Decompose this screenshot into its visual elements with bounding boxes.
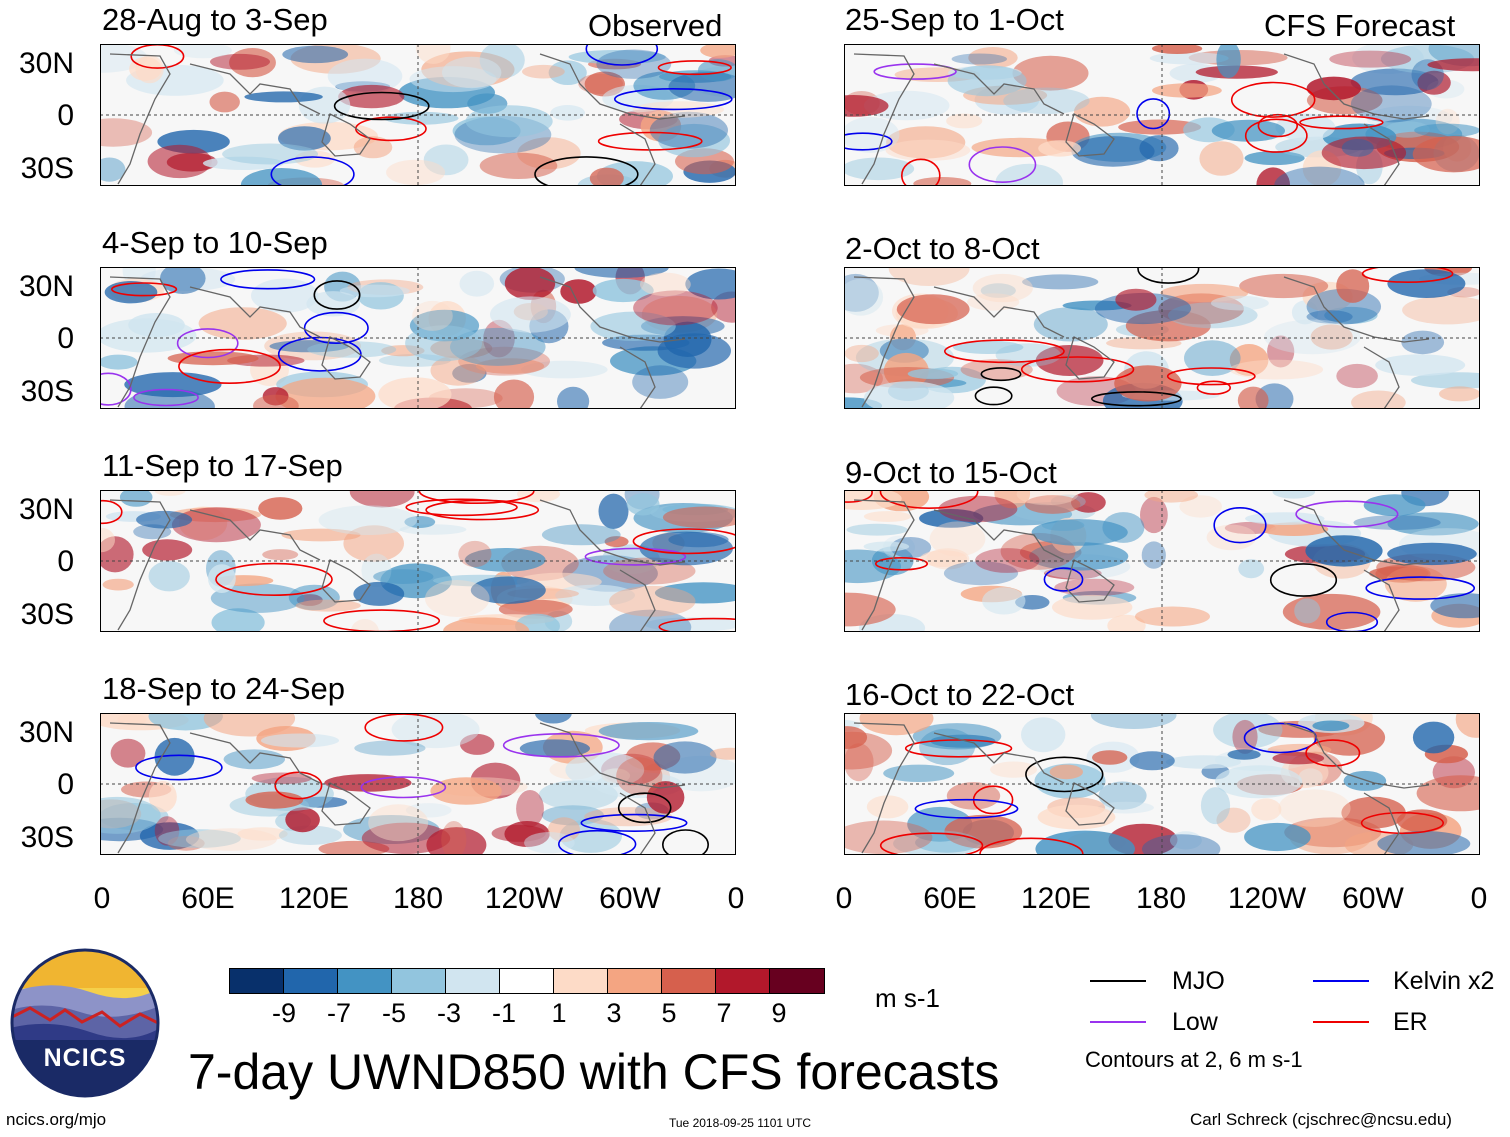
lat-30n-3: 30N: [18, 493, 74, 526]
colorbar-swatch: [446, 969, 500, 993]
colorbar-label: -1: [491, 998, 516, 1028]
panel-title-obs-2: 4-Sep to 10-Sep: [102, 225, 328, 260]
footer-url: ncics.org/mjo: [6, 1110, 107, 1129]
colorbar-swatch: [770, 969, 824, 993]
forecast-label: CFS Forecast: [1264, 8, 1456, 43]
lat-30s-2: 30S: [20, 375, 74, 408]
legend-low-line: [1090, 1021, 1146, 1023]
colorbar-swatch: [392, 969, 446, 993]
lon-right-60e: 60E: [923, 882, 977, 915]
legend-er-line: [1313, 1021, 1369, 1023]
legend-mjo-label: MJO: [1172, 967, 1225, 995]
map-obs-3: [100, 490, 736, 632]
legend-note: Contours at 2, 6 m s-1: [1085, 1047, 1303, 1072]
colorbar-swatch: [284, 969, 338, 993]
lon-left-0b: 0: [727, 882, 745, 915]
observed-label: Observed: [588, 8, 723, 43]
panel-title-fc-4: 16-Oct to 22-Oct: [845, 677, 1075, 712]
lon-left-120e: 120E: [278, 882, 350, 915]
panel-title-obs-1: 28-Aug to 3-Sep: [102, 2, 328, 37]
colorbar-swatch: [716, 969, 770, 993]
legend-low-label: Low: [1172, 1008, 1218, 1036]
legend-kelvin-line: [1313, 980, 1369, 982]
main-title: 7-day UWND850 with CFS forecasts: [188, 1044, 1000, 1100]
footer-credit: Carl Schreck (cjschrec@ncsu.edu): [1190, 1110, 1452, 1129]
lon-right-180: 180: [1135, 882, 1187, 915]
colorbar-label: -7: [326, 998, 351, 1028]
lat-0-1: 0: [57, 99, 74, 132]
lat-30s-1: 30S: [20, 152, 74, 185]
map-fc-3: [844, 490, 1480, 632]
lon-left-120w: 120W: [484, 882, 564, 915]
colorbar-label: 3: [606, 998, 622, 1028]
lat-30s-3: 30S: [20, 598, 74, 631]
colorbar-label: 9: [771, 998, 787, 1028]
colorbar-units: m s-1: [875, 983, 940, 1013]
colorbar-label: 1: [551, 998, 567, 1028]
map-obs-4: [100, 713, 736, 855]
colorbar-label: -5: [381, 998, 406, 1028]
map-obs-1: [100, 44, 736, 186]
colorbar-label: -3: [436, 998, 461, 1028]
map-fc-2: [844, 267, 1480, 409]
legend-kelvin-label: Kelvin x2: [1393, 967, 1495, 995]
colorbar-swatch: [554, 969, 608, 993]
lon-right-60w: 60W: [1342, 882, 1404, 915]
panel-title-obs-4: 18-Sep to 24-Sep: [102, 671, 346, 706]
ncics-logo: NCICS: [10, 948, 160, 1098]
panel-title-obs-3: 11-Sep to 17-Sep: [102, 448, 343, 483]
colorbar-label: 7: [716, 998, 732, 1028]
lat-0-3: 0: [57, 545, 74, 578]
map-fc-4: [844, 713, 1480, 855]
lat-30n-2: 30N: [18, 270, 74, 303]
lon-left-0: 0: [93, 882, 111, 915]
colorbar-swatch: [500, 969, 554, 993]
footer-timestamp: Tue 2018-09-25 1101 UTC: [669, 1116, 812, 1130]
colorbar: [229, 968, 825, 994]
lat-30s-4: 30S: [20, 821, 74, 854]
lat-0-4: 0: [57, 768, 74, 801]
logo-text: NCICS: [43, 1044, 127, 1072]
lat-0-2: 0: [57, 322, 74, 355]
colorbar-label: -9: [271, 998, 296, 1028]
colorbar-label: 5: [661, 998, 677, 1028]
colorbar-swatch: [230, 969, 284, 993]
lat-30n-1: 30N: [18, 47, 74, 80]
colorbar-swatch: [338, 969, 392, 993]
panel-title-fc-3: 9-Oct to 15-Oct: [845, 455, 1057, 490]
lon-left-180: 180: [392, 882, 444, 915]
map-obs-2: [100, 267, 736, 409]
lon-right-120w: 120W: [1227, 882, 1307, 915]
lon-left-60w: 60W: [599, 882, 661, 915]
map-fc-1: [844, 44, 1480, 186]
lon-right-0: 0: [835, 882, 853, 915]
panel-title-fc-2: 2-Oct to 8-Oct: [845, 231, 1040, 266]
legend-er-label: ER: [1393, 1008, 1428, 1036]
lon-right-0b: 0: [1470, 882, 1488, 915]
colorbar-swatch: [662, 969, 716, 993]
legend-mjo-line: [1090, 980, 1146, 982]
lon-left-60e: 60E: [181, 882, 235, 915]
colorbar-swatch: [608, 969, 662, 993]
panel-title-fc-1: 25-Sep to 1-Oct: [845, 2, 1064, 37]
lat-30n-4: 30N: [18, 716, 74, 749]
lon-right-120e: 120E: [1020, 882, 1092, 915]
